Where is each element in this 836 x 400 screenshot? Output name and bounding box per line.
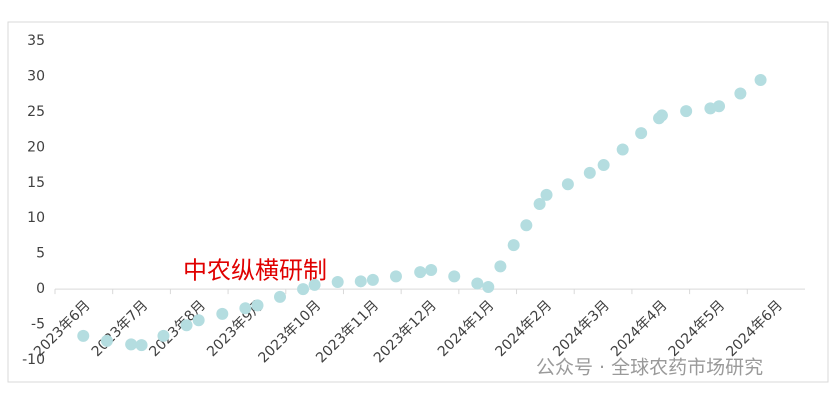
annotation: 公众号 · 全球农药市场研究 (536, 357, 763, 379)
x-tick-label: 2024年2月 (493, 297, 556, 360)
point (680, 105, 693, 118)
x-tick-label: 2024年4月 (608, 297, 671, 360)
point (482, 280, 495, 293)
y-tick-label: 35 (27, 33, 45, 49)
point (734, 87, 747, 100)
point (77, 329, 90, 342)
point (389, 270, 402, 283)
x-tick-label: 2024年1月 (435, 297, 498, 360)
x-tick-label: 2024年5月 (666, 297, 729, 360)
point (308, 278, 321, 291)
point (157, 329, 170, 342)
point (448, 270, 461, 283)
point (713, 100, 726, 113)
annotation: 中农纵横研制 (183, 257, 327, 285)
point (583, 166, 596, 179)
y-tick-label: -5 (31, 317, 45, 333)
point (125, 338, 138, 351)
x-tick-label: 2024年6月 (723, 297, 786, 360)
point (366, 273, 379, 286)
point (135, 339, 148, 352)
x-tick-label: 2024年3月 (550, 297, 613, 360)
point (425, 263, 438, 276)
y-tick-label: 20 (27, 139, 45, 155)
point (180, 319, 193, 332)
point (540, 188, 553, 201)
point (507, 239, 520, 252)
point (561, 178, 574, 191)
point (192, 314, 205, 327)
point (754, 73, 767, 86)
y-tick-label: 30 (27, 68, 45, 84)
point (251, 299, 264, 312)
x-tick-label: 2023年8月 (146, 297, 209, 360)
point (414, 266, 427, 279)
y-tick-label: 0 (36, 281, 45, 297)
point (297, 283, 310, 296)
point (354, 275, 367, 288)
point (100, 334, 113, 347)
y-tick-label: 25 (27, 104, 45, 120)
point (520, 219, 533, 232)
point (239, 302, 252, 315)
point (216, 307, 229, 320)
point (616, 143, 629, 156)
point (533, 198, 546, 211)
point (655, 109, 668, 122)
y-tick-label: 10 (27, 210, 45, 226)
point (274, 290, 286, 303)
chart-frame (7, 21, 829, 383)
point (597, 159, 610, 172)
y-tick-label: 15 (27, 175, 45, 191)
point (494, 260, 507, 273)
y-tick-label: -10 (22, 352, 45, 368)
point (471, 277, 484, 290)
point (331, 276, 344, 289)
y-tick-label: 5 (36, 246, 45, 262)
point (635, 127, 648, 140)
x-tick-label: 2023年12月 (371, 297, 440, 366)
